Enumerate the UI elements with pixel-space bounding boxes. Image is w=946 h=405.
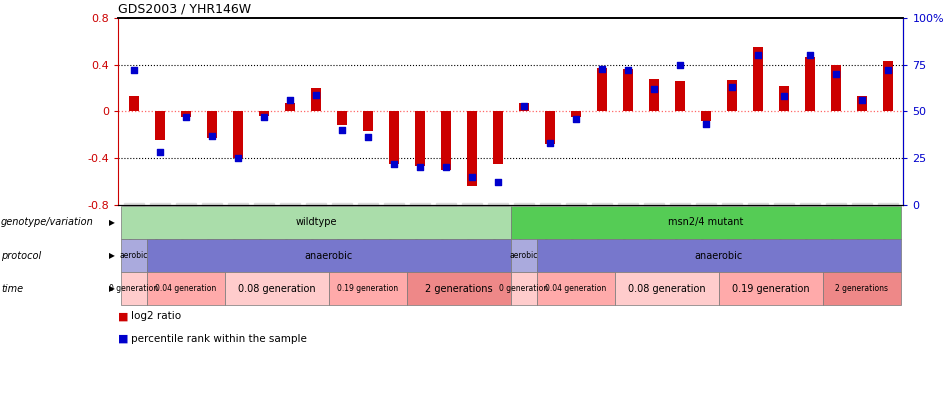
Bar <box>701 111 711 121</box>
Point <box>517 102 532 109</box>
Point <box>256 114 272 120</box>
Point <box>646 86 661 92</box>
Bar <box>597 68 607 111</box>
Point <box>750 52 765 59</box>
Point <box>152 149 167 156</box>
Text: 0 generation: 0 generation <box>499 284 549 293</box>
Bar <box>493 111 503 164</box>
Point <box>621 67 636 74</box>
Text: 0.08 generation: 0.08 generation <box>628 284 706 294</box>
Text: msn2/4 mutant: msn2/4 mutant <box>668 217 744 227</box>
Point <box>881 67 896 74</box>
Point <box>386 160 401 167</box>
Bar <box>285 103 295 111</box>
Bar <box>622 70 633 111</box>
Text: 0.08 generation: 0.08 generation <box>238 284 316 294</box>
Point <box>777 93 792 100</box>
Bar <box>154 111 165 141</box>
Point <box>829 71 844 77</box>
Bar <box>831 65 841 111</box>
Point <box>802 52 817 59</box>
Text: GDS2003 / YHR146W: GDS2003 / YHR146W <box>118 3 252 16</box>
Bar <box>883 61 893 111</box>
Point <box>230 155 245 161</box>
Text: 0 generation: 0 generation <box>110 284 158 293</box>
Bar <box>206 111 217 138</box>
Bar <box>337 111 347 126</box>
Point <box>490 179 505 185</box>
Bar <box>753 47 763 111</box>
Point <box>854 97 869 103</box>
Text: percentile rank within the sample: percentile rank within the sample <box>131 334 307 344</box>
Text: ■: ■ <box>118 311 129 322</box>
Text: anaerobic: anaerobic <box>694 251 743 260</box>
Point <box>464 173 480 180</box>
Bar <box>466 111 477 186</box>
Bar <box>310 88 321 111</box>
Bar <box>518 103 529 111</box>
Point <box>282 97 297 103</box>
Text: genotype/variation: genotype/variation <box>1 217 94 227</box>
Bar <box>414 111 425 166</box>
Point <box>594 65 609 72</box>
Point <box>698 121 713 128</box>
Point <box>725 84 740 90</box>
Point <box>178 114 193 120</box>
Text: 0.04 generation: 0.04 generation <box>155 284 217 293</box>
Text: ▶: ▶ <box>109 251 114 260</box>
Bar <box>570 111 581 117</box>
Bar <box>545 111 555 144</box>
Point <box>569 115 584 122</box>
Bar <box>779 86 789 111</box>
Text: aerobic: aerobic <box>510 251 538 260</box>
Bar <box>389 111 399 164</box>
Bar <box>441 111 451 170</box>
Text: ▶: ▶ <box>109 218 114 227</box>
Bar <box>674 81 685 111</box>
Point <box>673 62 688 68</box>
Text: aerobic: aerobic <box>119 251 148 260</box>
Bar <box>233 111 243 158</box>
Text: ▶: ▶ <box>109 284 114 293</box>
Text: 2 generations: 2 generations <box>425 284 493 294</box>
Text: ■: ■ <box>118 334 129 344</box>
Point <box>412 164 428 171</box>
Text: log2 ratio: log2 ratio <box>131 311 182 322</box>
Point <box>334 127 349 133</box>
Bar <box>727 80 737 111</box>
Point <box>542 140 557 146</box>
Text: wildtype: wildtype <box>295 217 337 227</box>
Point <box>204 132 219 139</box>
Point <box>308 92 324 98</box>
Bar <box>362 111 373 131</box>
Text: 0.04 generation: 0.04 generation <box>545 284 606 293</box>
Bar <box>805 57 815 111</box>
Text: 0.19 generation: 0.19 generation <box>732 284 810 294</box>
Text: 0.19 generation: 0.19 generation <box>338 284 398 293</box>
Bar <box>857 96 867 111</box>
Point <box>126 67 141 74</box>
Point <box>438 164 453 171</box>
Text: 2 generations: 2 generations <box>835 284 888 293</box>
Point <box>360 134 376 141</box>
Bar <box>258 111 269 116</box>
Text: anaerobic: anaerobic <box>305 251 353 260</box>
Text: protocol: protocol <box>1 251 42 260</box>
Bar <box>129 96 139 111</box>
Bar <box>181 111 191 117</box>
Bar <box>649 79 659 111</box>
Text: time: time <box>1 284 23 294</box>
